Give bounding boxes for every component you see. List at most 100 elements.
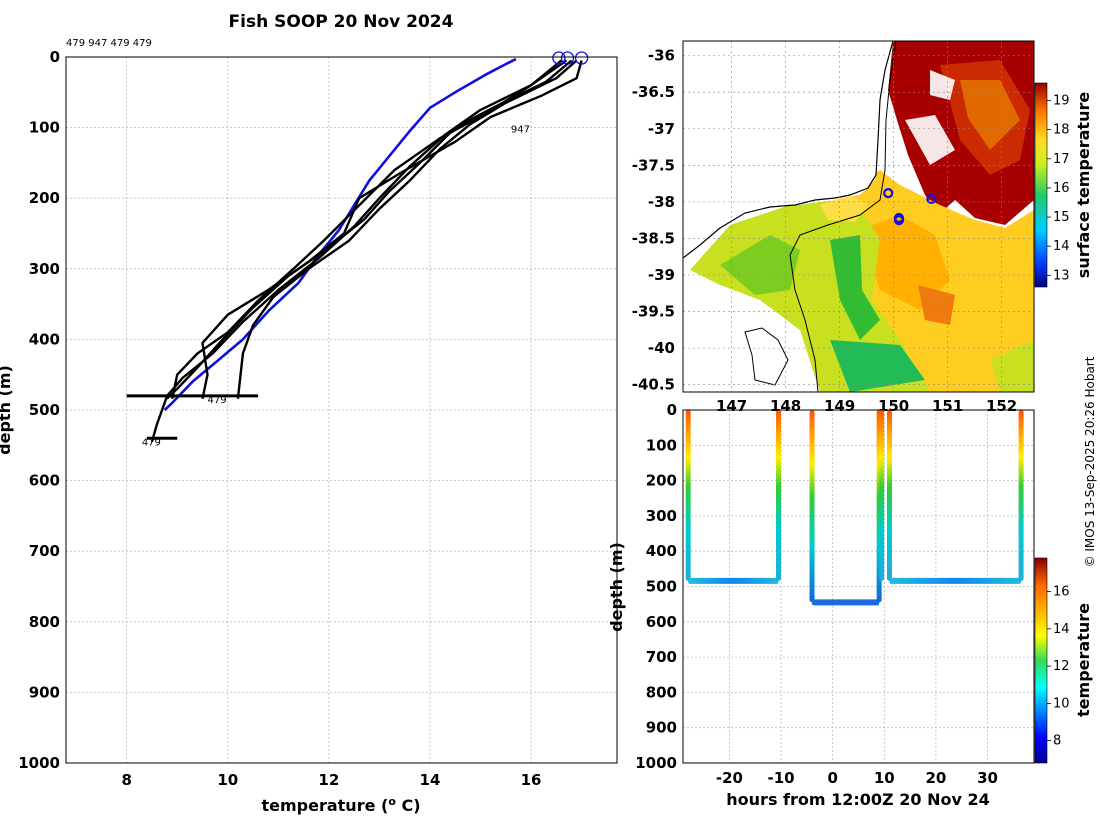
map-cb-tick: 17 [1053, 152, 1070, 167]
profile-line-p1 [150, 59, 563, 443]
cast-1-descent [809, 410, 815, 603]
map-colorbar-ticks: 13 14 15 16 17 18 19 [1047, 93, 1070, 283]
chart-title: Fish SOOP 20 Nov 2024 [229, 12, 454, 32]
map-cb-tick: 13 [1053, 268, 1070, 283]
time-y-tick: 900 [646, 719, 677, 737]
left-surface-markers [552, 51, 589, 65]
map-y-tick: -36.5 [632, 83, 675, 101]
time-x-tick: -10 [768, 769, 795, 787]
time-y-tick: 100 [646, 436, 677, 454]
map-y-tick: -38.5 [632, 229, 675, 247]
cast-3-ascent [1018, 410, 1024, 581]
left-x-axis-label: temperature (o C) [261, 795, 420, 816]
map-y-tick: -39 [648, 266, 675, 284]
map-x-tick: 147 [716, 397, 747, 415]
left-series-group [150, 57, 583, 443]
left-y-tick: 700 [29, 542, 60, 560]
map-cb-tick: 19 [1053, 93, 1070, 108]
time-casts [685, 410, 1024, 606]
time-y-axis-label: depth (m) [607, 542, 626, 632]
left-y-tick: 500 [29, 401, 60, 419]
cast-0-descent [685, 410, 691, 581]
map-gridlines [683, 41, 1034, 392]
map-cloud-gap-2 [930, 70, 955, 100]
map-colorbar [1034, 82, 1048, 288]
profile-line-reference [163, 57, 517, 411]
surface-marker-2 [574, 51, 589, 65]
map-warm-eddy [918, 285, 955, 325]
left-y-axis-label: depth (m) [0, 365, 14, 455]
left-profile-labels: 947 479 479 [142, 125, 530, 449]
time-x-tick: 10 [874, 769, 895, 787]
map-frame [682, 40, 1035, 393]
map-cb-tick: 15 [1053, 210, 1070, 225]
cast-0-bottom [688, 577, 779, 584]
left-y-tick: 900 [29, 683, 60, 701]
map-green-patch-3 [830, 340, 925, 392]
time-cb-tick: 10 [1053, 696, 1070, 711]
time-panel: -20 -10 0 10 20 30010020030040050060070080090… [607, 401, 1093, 809]
map-y-tick: -39.5 [632, 303, 675, 321]
left-x-tick: 12 [318, 771, 339, 789]
time-tick-labels: -20 -10 0 10 20 30010020030040050060070080090… [635, 401, 998, 787]
map-land-victoria-nsw [683, 41, 893, 255]
map-coastal-warm [820, 195, 868, 222]
left-x-tick: 16 [521, 771, 542, 789]
time-y-tick: 700 [646, 648, 677, 666]
time-cb-tick: 8 [1053, 734, 1061, 749]
map-cb-tick: 18 [1053, 123, 1070, 138]
time-y-tick: 1000 [635, 754, 677, 772]
time-x-axis-label: hours from 12:00Z 20 Nov 24 [726, 790, 989, 809]
time-x-tick: 20 [925, 769, 946, 787]
time-y-tick: 500 [646, 578, 677, 596]
time-y-tick: 0 [667, 401, 677, 419]
map-field [683, 41, 1034, 392]
cast-3-descent [886, 410, 892, 581]
map-station-0 [883, 188, 894, 199]
map-stations [883, 188, 937, 226]
left-y-tick: 0 [50, 48, 60, 66]
cast-2-descent [879, 410, 885, 581]
map-island-outline [744, 327, 789, 386]
map-coastline [683, 41, 894, 259]
time-x-tick: -20 [716, 769, 743, 787]
cast-1-bottom [812, 599, 880, 606]
map-y-tick: -40.5 [632, 376, 675, 394]
map-y-tick: -36 [648, 47, 675, 65]
profile-label-2: 479 [142, 437, 161, 448]
map-y-tick: -37.5 [632, 156, 675, 174]
profile-line-p3 [236, 59, 578, 399]
map-y-tick: -40 [648, 339, 675, 357]
time-plot-frame [682, 409, 1035, 764]
map-tasman-orange [860, 215, 950, 310]
left-y-tick: 800 [29, 613, 60, 631]
profile-panel: 479 947 479 479 947 479 479 8 10 12 14 16 0 100 2… [0, 38, 618, 816]
left-plot-frame [65, 56, 618, 764]
left-x-tick: 14 [420, 771, 441, 789]
left-y-tick: 200 [29, 189, 60, 207]
map-cloud-gap-1 [905, 115, 955, 165]
map-eac-inner [960, 80, 1020, 150]
time-cb-tick: 12 [1053, 659, 1070, 674]
map-x-tick: 152 [986, 397, 1017, 415]
left-y-tick: 400 [29, 330, 60, 348]
left-y-tick: 1000 [18, 754, 60, 772]
left-y-tick: 600 [29, 472, 60, 490]
map-cb-tick: 14 [1053, 239, 1070, 254]
time-x-tick: 30 [977, 769, 998, 787]
cast-3-bottom [889, 577, 1022, 584]
profile-line-p5 [171, 59, 568, 399]
map-station-3 [893, 215, 905, 226]
time-x-tick: 0 [827, 769, 837, 787]
time-colorbar-ticks: 8 10 12 14 16 [1047, 585, 1070, 749]
time-y-tick: 600 [646, 613, 677, 631]
map-x-tick: 148 [770, 397, 801, 415]
map-y-tick: -37 [648, 120, 675, 138]
time-y-tick: 400 [646, 542, 677, 560]
left-depth-bars [126, 394, 259, 440]
time-cb-tick: 16 [1053, 585, 1070, 600]
map-x-tick: 151 [932, 397, 963, 415]
left-x-tick: 8 [121, 771, 131, 789]
profile-label-0: 947 [511, 125, 530, 136]
time-y-tick: 200 [646, 472, 677, 490]
